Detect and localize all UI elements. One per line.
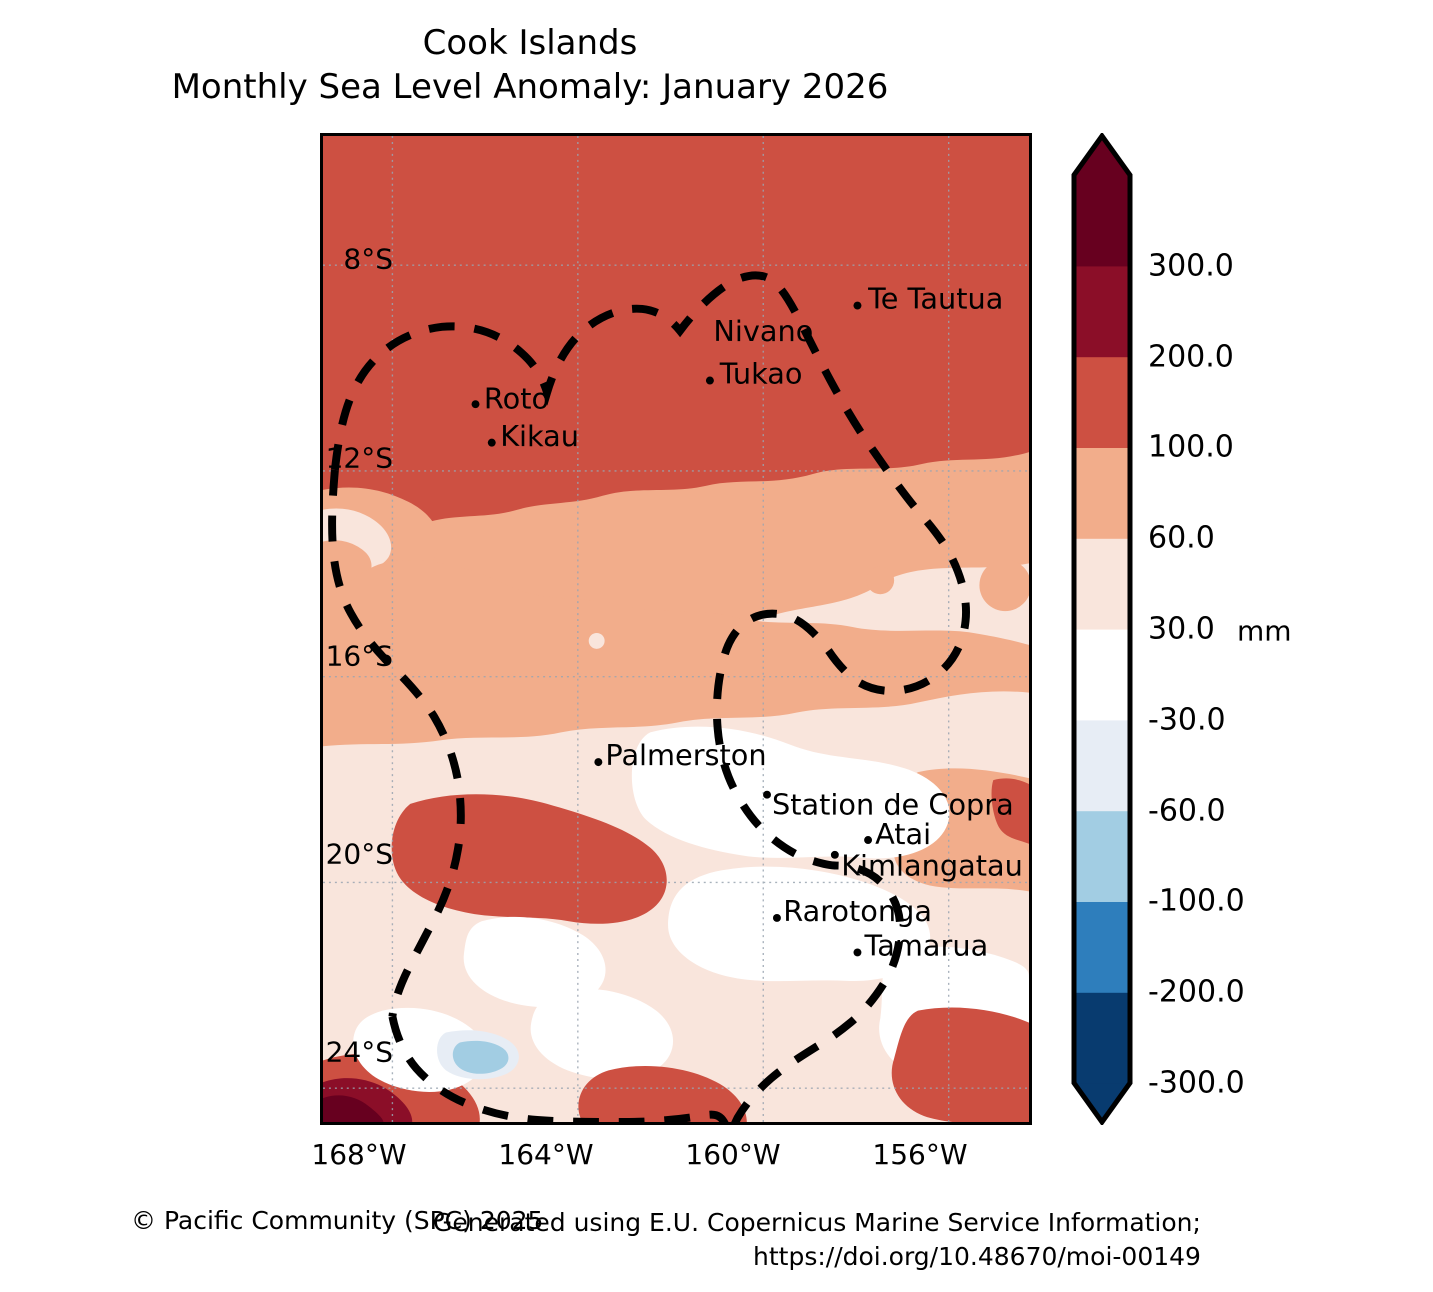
island-dot-icon [772, 913, 781, 922]
footer-doi-link[interactable]: https://doi.org/10.48670/moi-00149 [753, 1241, 1201, 1271]
colorbar-label-4: 30.0 [1148, 611, 1215, 647]
island-label: Palmerston [605, 738, 766, 772]
island-dot-icon [853, 301, 862, 310]
colorbar-label-7: -100.0 [1148, 883, 1245, 919]
colorbar-gradient [1071, 133, 1133, 1125]
y-tick-1: 12°S [325, 441, 393, 475]
colorbar-extend-high [1074, 133, 1130, 175]
island-marker-kikau[interactable]: Kikau [487, 419, 579, 453]
island-dot-icon [853, 948, 862, 957]
colorbar-band-5 [1074, 538, 1130, 630]
island-label: Tamarua [863, 928, 988, 962]
colorbar-label-9: -300.0 [1148, 1065, 1245, 1101]
island-label: Tukao [719, 357, 803, 391]
x-tick-0: 168°W [311, 1138, 407, 1171]
island-label: Roto [484, 381, 549, 415]
island-marker-palmerston[interactable]: Palmerston [594, 738, 767, 772]
island-markers-layer: Te Tautua Nivano Tukao Roto Kikau PalmerstonS… [471, 282, 1023, 962]
island-dot-icon [594, 758, 603, 767]
colorbar-label-8: -200.0 [1148, 974, 1245, 1010]
island-label: Kikau [500, 419, 579, 453]
island-marker-nivano[interactable]: Nivano [713, 314, 813, 348]
island-label: Te Tautua [867, 282, 1003, 316]
island-marker-atai[interactable]: Atai [864, 817, 931, 851]
map-plot-area[interactable]: Te Tautua Nivano Tukao Roto Kikau Palmerston S… [320, 133, 1032, 1125]
x-tick-1: 164°W [498, 1138, 594, 1171]
footer-credit: Generated using E.U. Copernicus Marine S… [433, 1206, 1201, 1274]
sea-level-anomaly-contour-map: Te Tautua Nivano Tukao Roto Kikau PalmerstonS… [323, 136, 1029, 1122]
title-line-1: Cook Islands [422, 23, 638, 63]
island-dot-icon [487, 438, 496, 447]
colorbar-band-4 [1074, 629, 1130, 721]
island-dot-icon [471, 400, 480, 409]
colorbar-label-6: -60.0 [1148, 793, 1226, 829]
x-tick-2: 160°W [685, 1138, 781, 1171]
x-tick-3: 156°W [872, 1138, 968, 1171]
island-marker-rarotonga[interactable]: Rarotonga [772, 894, 932, 928]
colorbar[interactable] [1062, 133, 1142, 1125]
island-marker-roto[interactable]: Roto [471, 381, 550, 415]
island-dot-icon [763, 790, 771, 799]
colorbar-label-2: 100.0 [1148, 429, 1234, 465]
island-label: Rarotonga [783, 894, 932, 928]
island-marker-te-tautua[interactable]: Te Tautua [853, 282, 1003, 316]
colorbar-label-0: 300.0 [1148, 248, 1234, 284]
y-tick-4: 24°S [325, 1035, 393, 1069]
island-dot-icon [705, 376, 714, 385]
island-marker-station-de-copra[interactable]: Station de Copra [763, 787, 1014, 822]
colorbar-unit-label: mm [1237, 614, 1292, 648]
y-tick-2: 16°S [325, 639, 393, 673]
colorbar-label-1: 200.0 [1148, 339, 1234, 375]
colorbar-label-3: 60.0 [1148, 520, 1215, 556]
page-title: Cook Islands Monthly Sea Level Anomaly: … [0, 22, 1060, 109]
y-tick-3: 20°S [325, 837, 393, 871]
island-marker-kimlangatau[interactable]: Kimlangatau [830, 849, 1023, 883]
colorbar-band-9 [1074, 175, 1130, 267]
colorbar-extend-low [1074, 1083, 1130, 1125]
footer-copyright: © Pacific Community (SPC) 2025 [131, 1206, 544, 1235]
colorbar-band-2 [1074, 810, 1130, 902]
y-tick-0: 8°S [343, 242, 393, 276]
island-dot-icon [864, 836, 873, 844]
colorbar-band-1 [1074, 901, 1130, 993]
footer: © Pacific Community (SPC) 2025 Generated… [0, 1206, 1433, 1276]
island-dot-icon [830, 850, 839, 859]
island-marker-tamarua[interactable]: Tamarua [853, 928, 988, 962]
colorbar-band-3 [1074, 719, 1130, 812]
title-line-2: Monthly Sea Level Anomaly: January 2026 [171, 66, 889, 107]
colorbar-band-0 [1074, 992, 1130, 1084]
colorbar-band-6 [1074, 447, 1130, 539]
island-marker-tukao[interactable]: Tukao [705, 357, 803, 391]
island-label: Kimlangatau [841, 849, 1023, 883]
island-label: Atai [875, 817, 931, 851]
colorbar-band-8 [1074, 265, 1130, 358]
island-label: Station de Copra [772, 787, 1014, 821]
footer-credit-line-1: Generated using E.U. Copernicus Marine S… [433, 1208, 1201, 1237]
eez-boundary [330, 271, 970, 1122]
colorbar-band-7 [1074, 356, 1130, 448]
island-label: Nivano [713, 314, 813, 348]
colorbar-label-5: -30.0 [1148, 702, 1226, 738]
